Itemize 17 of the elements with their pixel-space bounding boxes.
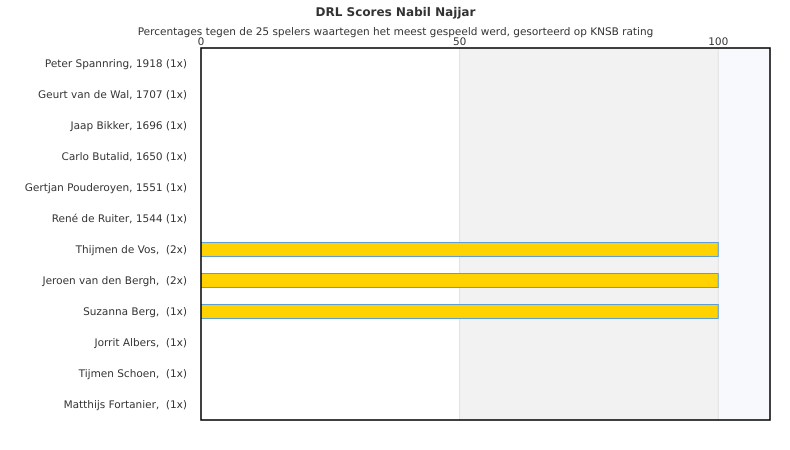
y-tick-label: Geurt van de Wal, 1707 (1x) <box>38 89 187 102</box>
x-tick-label: 0 <box>198 36 204 48</box>
y-tick-label: René de Ruiter, 1544 (1x) <box>52 213 187 226</box>
x-tick-label: 100 <box>708 36 728 48</box>
y-tick-label: Tijmen Schoen, (1x) <box>78 368 187 380</box>
y-tick-label: Suzanna Berg, (1x) <box>83 306 187 318</box>
chart-title: DRL Scores Nabil Najjar <box>316 5 476 19</box>
y-tick-label: Thijmen de Vos, (2x) <box>74 244 187 256</box>
x-tick-label: 50 <box>452 36 466 48</box>
y-tick-label: Jeroen van den Bergh, (2x) <box>42 275 187 288</box>
chart-subtitle: Percentages tegen de 25 spelers waartegen het meest gespeeld werd, gesorteerd op KNSB rating <box>138 26 654 38</box>
y-tick-label: Jorrit Albers, (1x) <box>94 337 187 350</box>
y-tick-label: Jaap Bikker, 1696 (1x) <box>70 120 187 132</box>
y-tick-label: Carlo Butalid, 1650 (1x) <box>62 151 187 164</box>
y-tick-label: Gertjan Pouderoyen, 1551 (1x) <box>24 182 187 194</box>
y-tick-label: Matthijs Fortanier, (1x) <box>64 399 187 412</box>
y-tick-label: Peter Spannring, 1918 (1x) <box>44 58 187 70</box>
